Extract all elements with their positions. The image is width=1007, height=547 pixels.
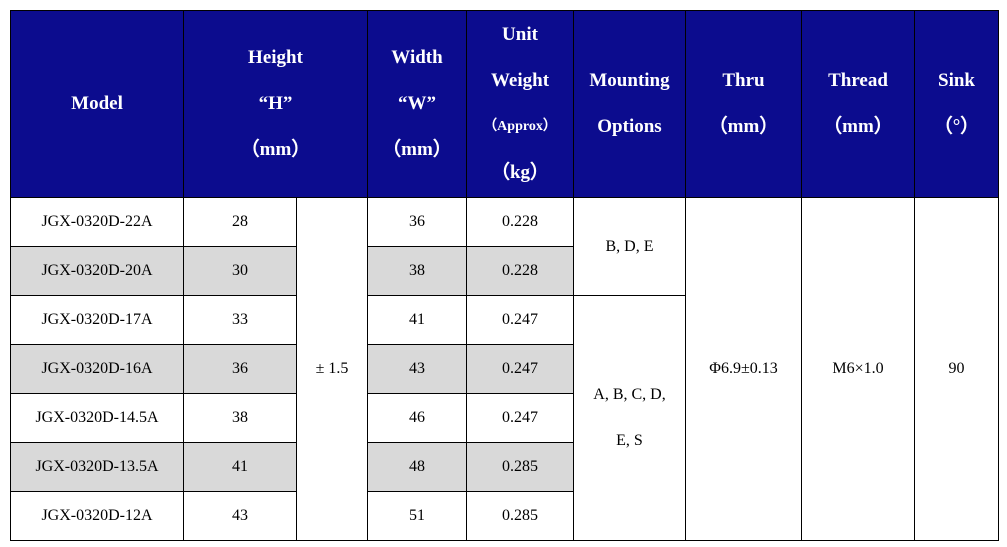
cell-line: “H”: [258, 93, 293, 114]
tolerance-cell: ± 1.5: [296, 197, 368, 541]
thru-cell: Φ6.9±0.13: [685, 197, 802, 541]
model-cell: JGX-0320D-20A: [10, 246, 184, 296]
table-row: JGX-0320D-16A 36 43 0.247: [10, 344, 999, 394]
weight-cell: 0.247: [466, 344, 574, 394]
cell-line: Unit: [502, 24, 538, 45]
height-cell: 41: [183, 442, 297, 492]
header-cell: Thru （mm）: [685, 10, 802, 198]
weight-cell: 0.285: [466, 442, 574, 492]
cell-line: Thru: [722, 70, 765, 91]
header-cell: Unit Weight （Approx） （kg）: [466, 10, 574, 198]
width-cell: 48: [367, 442, 467, 492]
cell-line: （mm）: [708, 116, 779, 137]
width-cell: 43: [367, 344, 467, 394]
sink-cell: 90: [914, 197, 999, 541]
cell-line: （mm）: [823, 116, 893, 137]
model-cell: JGX-0320D-13.5A: [10, 442, 184, 492]
weight-cell: 0.228: [466, 197, 574, 247]
height-cell: 43: [183, 491, 297, 541]
header-cell: Sink （°）: [914, 10, 999, 198]
cell-line: Sink: [938, 70, 975, 91]
cell-line: “W”: [398, 93, 436, 114]
model-cell: JGX-0320D-22A: [10, 197, 184, 247]
cell-line: （°）: [933, 116, 980, 137]
height-cell: 30: [183, 246, 297, 296]
height-cell: 33: [183, 295, 297, 345]
table-row: JGX-0320D-20A 30 38 0.228: [10, 246, 999, 296]
model-cell: JGX-0320D-17A: [10, 295, 184, 345]
header-cell: Mounting Options: [573, 10, 686, 198]
cell-line: Width: [391, 47, 443, 68]
cell-line: （Approx）: [483, 119, 557, 134]
thread-cell: M6×1.0: [801, 197, 915, 541]
width-cell: 36: [367, 197, 467, 247]
header-row: Model Height “H” （mm） Width “W” （mm） Unit Weight…: [10, 10, 999, 198]
cell-line: A, B, C, D,: [593, 386, 666, 403]
model-cell: JGX-0320D-12A: [10, 491, 184, 541]
width-cell: 41: [367, 295, 467, 345]
cell-line: Mounting: [589, 70, 670, 91]
header-cell: Thread （mm）: [801, 10, 915, 198]
weight-cell: 0.247: [466, 393, 574, 443]
cell-line: （kg）: [490, 162, 550, 183]
height-cell: 28: [183, 197, 297, 247]
cell-line: Options: [597, 116, 662, 137]
table-row: JGX-0320D-12A 43 51 0.285: [10, 491, 999, 541]
cell-line: Model: [71, 93, 123, 114]
weight-cell: 0.228: [466, 246, 574, 296]
spec-table: Model Height “H” （mm） Width “W” （mm） Unit Weight…: [10, 10, 999, 541]
table-row: JGX-0320D-22A 28 ± 1.5 36 0.228 B, D, E Φ6.9±0…: [10, 197, 999, 541]
height-cell: 38: [183, 393, 297, 443]
table-body: JGX-0320D-22A 28 ± 1.5 36 0.228 B, D, E Φ6.9±0…: [10, 197, 999, 541]
cell-line: E, S: [616, 432, 643, 449]
model-cell: JGX-0320D-14.5A: [10, 393, 184, 443]
width-cell: 46: [367, 393, 467, 443]
table-row: JGX-0320D-13.5A 41 48 0.285: [10, 442, 999, 492]
cell-line: Height: [248, 47, 303, 68]
cell-line: Thread: [828, 70, 888, 91]
cell-line: Weight: [490, 70, 550, 91]
header-cell: Model: [10, 10, 184, 198]
model-cell: JGX-0320D-16A: [10, 344, 184, 394]
weight-cell: 0.285: [466, 491, 574, 541]
cell-line: （mm）: [382, 139, 452, 160]
table-row: JGX-0320D-14.5A 38 46 0.247: [10, 393, 999, 443]
header-cell: Height “H” （mm）: [183, 10, 368, 198]
mounting-cell: B, D, E: [573, 197, 686, 296]
height-cell: 36: [183, 344, 297, 394]
cell-line: （mm）: [240, 139, 311, 160]
header-cell: Width “W” （mm）: [367, 10, 467, 198]
weight-cell: 0.247: [466, 295, 574, 345]
width-cell: 51: [367, 491, 467, 541]
table-row: JGX-0320D-17A 33 41 0.247 A, B, C, D, E, S: [10, 295, 999, 541]
cell-line: B, D, E: [605, 237, 654, 255]
width-cell: 38: [367, 246, 467, 296]
mounting-cell: A, B, C, D, E, S: [573, 295, 686, 541]
